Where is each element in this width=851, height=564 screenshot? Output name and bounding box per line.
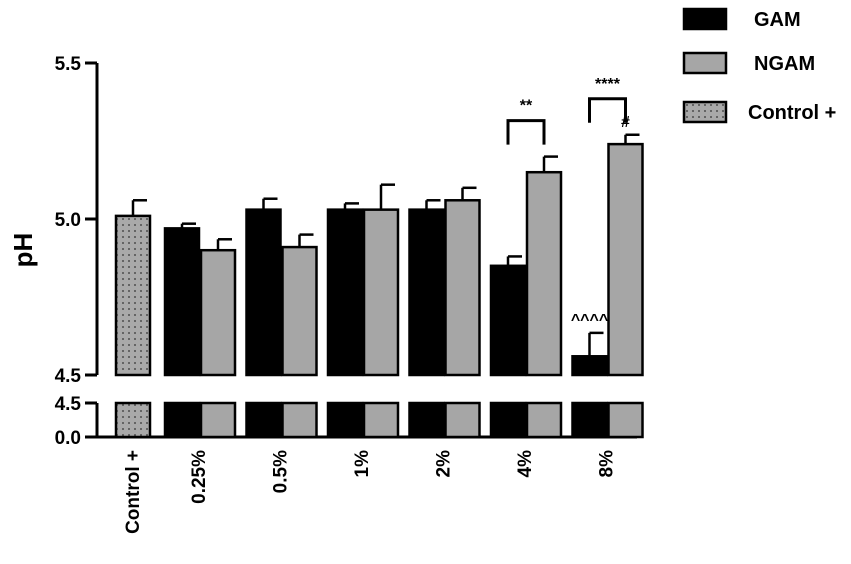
bar-lower-segment bbox=[199, 401, 237, 439]
category-label: 0.25% bbox=[189, 450, 210, 504]
bar-gam-1 bbox=[163, 227, 201, 377]
bar-ngam-6 bbox=[607, 142, 644, 377]
bar-gam-6 bbox=[571, 355, 608, 377]
y-tick-label: 4.5 bbox=[55, 394, 82, 415]
bar-gam-4 bbox=[408, 208, 445, 377]
legend-swatch bbox=[682, 100, 728, 124]
significance-stars: ** bbox=[520, 98, 533, 115]
bar-lower-segment bbox=[281, 401, 318, 439]
bar-lower-segment bbox=[489, 401, 527, 439]
y-axis-label: pH bbox=[8, 233, 38, 268]
annotations: ******#^^^^ bbox=[506, 76, 630, 329]
bar-lower-segment bbox=[607, 401, 644, 439]
significance-bracket bbox=[588, 97, 627, 123]
bar-ngam-3 bbox=[362, 208, 400, 377]
bar-lower-segment bbox=[525, 401, 563, 439]
bar-lower-segment bbox=[408, 401, 445, 439]
bar-lower-segment bbox=[444, 401, 481, 439]
category-label: 4% bbox=[515, 450, 536, 478]
bar-lower-segment bbox=[114, 401, 152, 439]
category-label: 0.5% bbox=[271, 450, 292, 493]
significance-stars: **** bbox=[595, 76, 621, 93]
y-tick-label: 4.5 bbox=[55, 366, 82, 387]
bar-ngam-1 bbox=[199, 248, 237, 377]
category-label: 8% bbox=[597, 450, 618, 478]
bar-control-0 bbox=[114, 214, 152, 377]
legend-swatch bbox=[682, 7, 728, 31]
bar-ngam-5 bbox=[525, 170, 563, 377]
legend: GAM NGAM Control + bbox=[682, 7, 836, 124]
legend-entry: GAM bbox=[754, 9, 801, 31]
legend-swatch bbox=[682, 51, 728, 75]
y-tick-label: 5.0 bbox=[55, 210, 81, 231]
bar-annotation: ^^^^ bbox=[571, 312, 608, 329]
category-label: 2% bbox=[434, 450, 455, 478]
bar-lower-segment bbox=[163, 401, 201, 439]
bar-ngam-2 bbox=[281, 245, 318, 377]
y-tick-label: 5.5 bbox=[55, 54, 82, 75]
bar-lower-segment bbox=[326, 401, 364, 439]
bar-ngam-4 bbox=[444, 199, 481, 377]
legend-entry: NGAM bbox=[754, 53, 815, 75]
category-label: Control + bbox=[123, 450, 144, 534]
category-label: 1% bbox=[352, 450, 373, 478]
legend-entry: Control + bbox=[748, 102, 836, 124]
bar-lower-segment bbox=[362, 401, 400, 439]
y-tick-label: 0.0 bbox=[55, 428, 81, 449]
bar-annotation: # bbox=[621, 114, 630, 131]
bar-gam-3 bbox=[326, 208, 364, 377]
bar-lower-segment bbox=[245, 401, 282, 439]
category-labels: Control + 0.25% 0.5% 1% 2% 4% 8% bbox=[123, 450, 618, 534]
bar-lower-segment bbox=[571, 401, 608, 439]
bar-gam-2 bbox=[245, 208, 282, 377]
significance-bracket bbox=[506, 119, 546, 145]
bar-gam-5 bbox=[489, 264, 527, 377]
bars bbox=[114, 133, 644, 439]
